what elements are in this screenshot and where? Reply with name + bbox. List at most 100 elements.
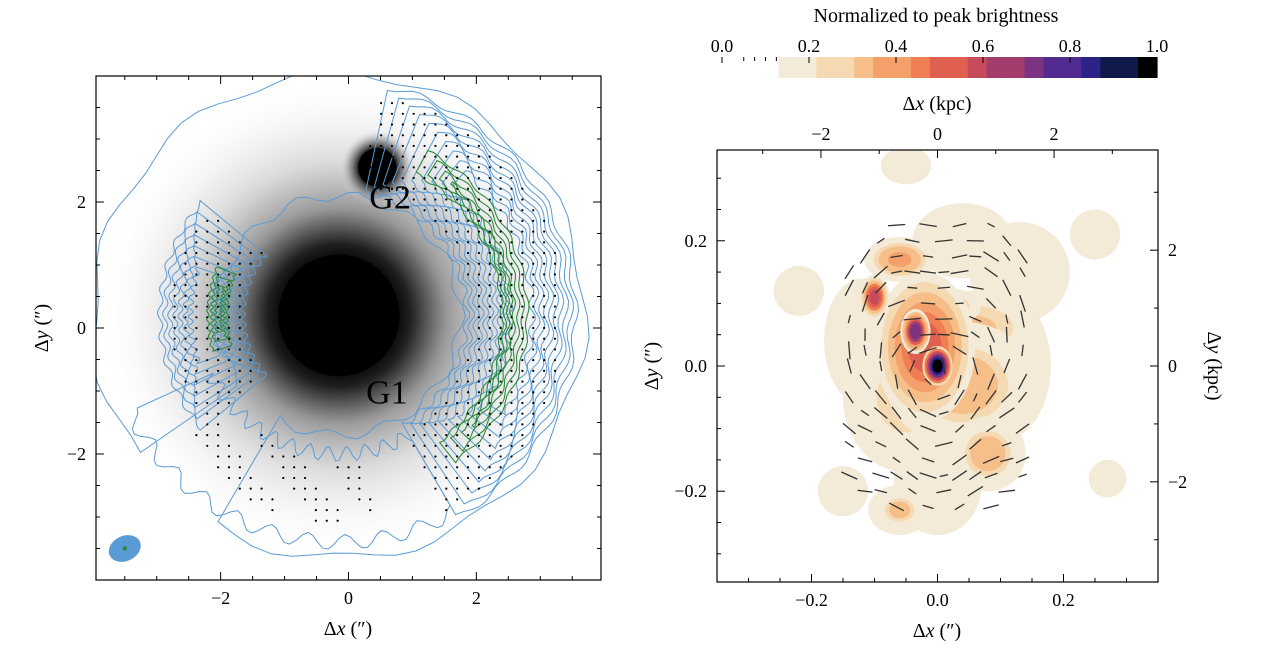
brightness-blob xyxy=(869,289,880,305)
pol-vector xyxy=(972,393,978,402)
grid-dot xyxy=(456,209,459,212)
pol-vector xyxy=(941,357,946,375)
grid-dot xyxy=(216,434,220,437)
x-tick-label: 0.2 xyxy=(1052,590,1075,610)
grid-dot xyxy=(477,455,481,458)
grid-dot xyxy=(445,412,448,415)
grid-dot xyxy=(510,284,513,287)
grid-dot xyxy=(488,284,491,287)
source-g2-core xyxy=(358,148,397,187)
grid-dot xyxy=(369,498,372,501)
grid-dot xyxy=(499,198,502,201)
right-panel: −0.2 0.0 0.2 −0.2 0.0 0.2 −2 0 2 −2 0 2 Δx (″) Δy (… xyxy=(641,93,1225,642)
brightness-blob xyxy=(922,468,953,502)
grid-dot xyxy=(423,455,426,458)
grid-dot xyxy=(510,198,513,201)
grid-dot xyxy=(510,380,513,383)
grid-dot xyxy=(466,241,470,244)
grid-dot xyxy=(434,134,437,137)
grid-dot xyxy=(195,284,198,287)
grid-dot xyxy=(195,326,198,330)
pol-vector xyxy=(874,390,887,405)
grid-dot xyxy=(238,476,241,480)
grid-dot xyxy=(488,262,491,265)
grid-dot xyxy=(238,466,241,469)
grid-dot xyxy=(521,230,524,233)
pol-vector xyxy=(903,317,922,321)
grid-dot xyxy=(184,337,187,340)
grid-dot xyxy=(532,294,535,297)
grid-dot xyxy=(249,359,252,362)
contour-west-0 xyxy=(156,199,269,431)
right-tick-label: −2 xyxy=(1168,472,1187,492)
grid-dot xyxy=(401,123,404,126)
grid-dot xyxy=(423,134,426,137)
grid-dot xyxy=(184,305,187,308)
grid-dot xyxy=(412,123,415,126)
grid-dot xyxy=(521,412,524,415)
grid-dot xyxy=(456,498,459,501)
source-labels: G2 G1 xyxy=(366,179,411,411)
grid-dot xyxy=(206,434,209,437)
pol-vector xyxy=(846,358,852,374)
grid-dot xyxy=(401,187,404,190)
pol-vector xyxy=(874,489,888,494)
contour-west-3 xyxy=(172,234,246,397)
grid-dot xyxy=(499,380,502,383)
grid-dot xyxy=(477,305,481,308)
pol-vector xyxy=(920,333,936,336)
grid-dot xyxy=(206,444,209,447)
pol-vector xyxy=(861,281,869,294)
grid-dot xyxy=(553,284,557,287)
grid-dot xyxy=(553,273,557,276)
grid-dot xyxy=(314,508,317,512)
grid-dot xyxy=(238,326,241,330)
grid-dot xyxy=(249,380,252,383)
pol-vector xyxy=(919,223,937,228)
grid-dot xyxy=(293,487,296,490)
grid-dot xyxy=(488,294,491,297)
pol-vector xyxy=(938,410,949,415)
grid-dot xyxy=(271,455,274,458)
grid-dot xyxy=(510,316,513,319)
grid-dot xyxy=(521,316,524,319)
grid-dot xyxy=(477,294,481,297)
grid-dot xyxy=(499,434,502,437)
green-contour-west-0 xyxy=(206,266,238,352)
x-tick-label: 0.0 xyxy=(926,590,949,610)
grid-dot xyxy=(238,294,241,297)
right-ylabel: Δy (″) xyxy=(641,342,663,390)
grid-dot xyxy=(238,380,241,383)
grid-dot xyxy=(216,305,220,308)
pol-vector xyxy=(859,249,871,264)
grid-dot xyxy=(390,112,394,115)
grid-dot xyxy=(499,359,502,362)
colorbar-swatch xyxy=(1138,57,1158,78)
pol-vector xyxy=(860,409,870,417)
grid-dot xyxy=(477,466,481,469)
pol-vector xyxy=(1003,251,1011,262)
grid-dot xyxy=(358,476,361,480)
grid-dot xyxy=(227,230,231,233)
contour-east-3 xyxy=(391,113,565,483)
grid-dot xyxy=(423,144,426,148)
velocity-grid-dots xyxy=(173,101,557,522)
grid-dot xyxy=(553,262,557,265)
grid-dot xyxy=(488,348,491,351)
contour-east-8 xyxy=(441,160,541,427)
grid-dot xyxy=(216,294,220,297)
grid-dot xyxy=(434,176,437,180)
grid-dot xyxy=(434,144,437,148)
grid-dot xyxy=(445,487,448,490)
pol-vector xyxy=(998,489,1016,493)
grid-dot xyxy=(195,241,198,244)
grid-dot xyxy=(206,359,209,362)
grid-dot xyxy=(445,123,448,126)
grid-dot xyxy=(466,369,470,372)
grid-dot xyxy=(369,155,372,158)
grid-dot xyxy=(249,498,252,501)
grid-dot xyxy=(412,187,415,190)
pol-vector xyxy=(967,485,984,497)
grid-dot xyxy=(336,508,339,512)
grid-dot xyxy=(466,176,470,180)
